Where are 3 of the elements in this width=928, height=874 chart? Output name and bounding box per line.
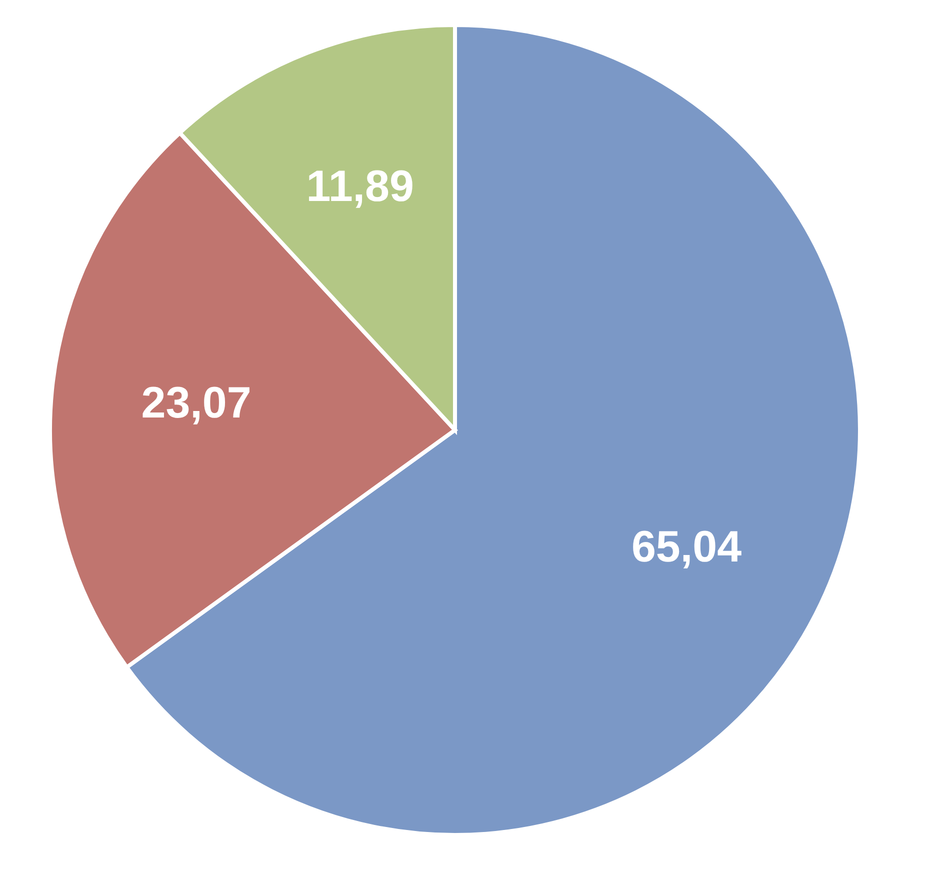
data-label: 65,04: [631, 522, 742, 572]
data-label: 23,07: [141, 378, 252, 428]
data-label: 11,89: [306, 162, 414, 211]
